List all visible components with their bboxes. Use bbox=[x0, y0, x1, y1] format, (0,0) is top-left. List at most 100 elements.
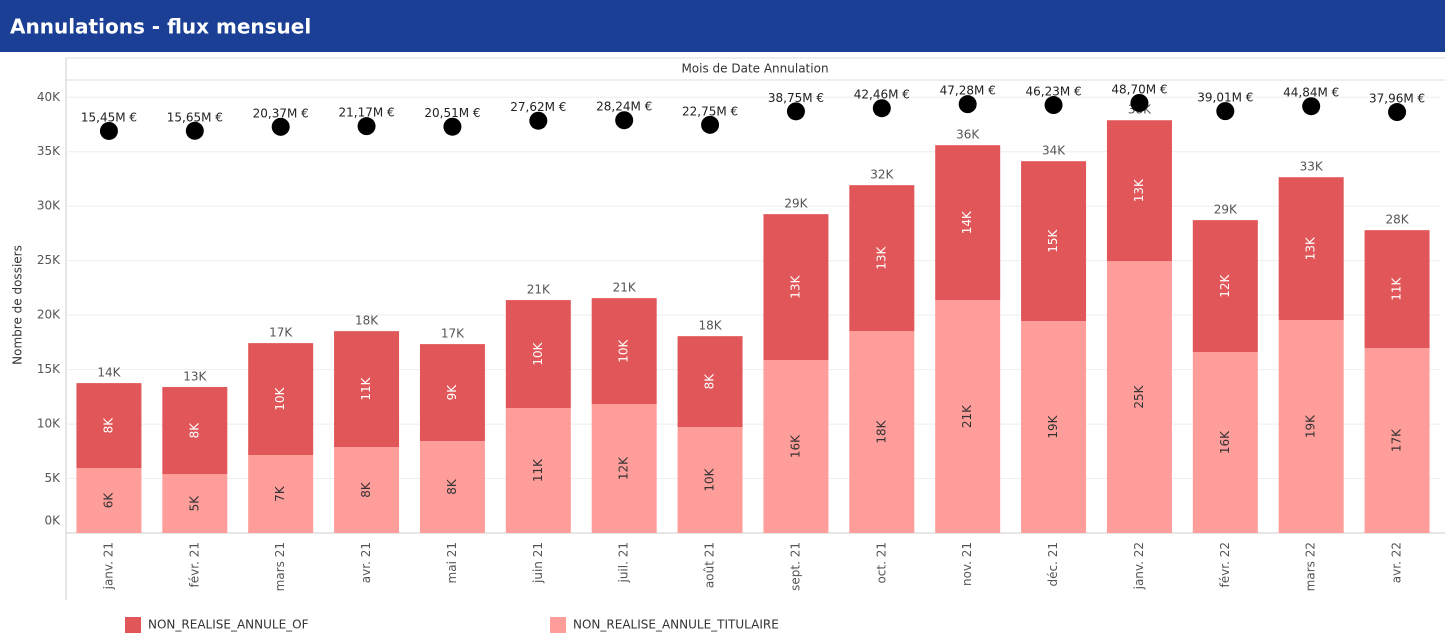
segment-label: 12K bbox=[617, 456, 631, 480]
segment-label: 8K bbox=[359, 481, 373, 498]
segment-label: 13K bbox=[788, 274, 802, 298]
x-tick-label: mars 22 bbox=[1304, 542, 1318, 591]
dot bbox=[872, 99, 891, 118]
segment-label: 16K bbox=[1218, 430, 1232, 454]
total-label: 18K bbox=[698, 319, 722, 333]
segment-label: 10K bbox=[703, 467, 717, 491]
bar-segment bbox=[849, 331, 915, 533]
legend-swatch bbox=[125, 617, 141, 633]
bar-segment bbox=[935, 145, 1001, 301]
bar-segment bbox=[419, 441, 485, 533]
bar-segment bbox=[76, 383, 142, 469]
dot-label: 21,17M € bbox=[338, 106, 394, 120]
dot-label: 44,84M € bbox=[1283, 86, 1339, 100]
segment-label: 10K bbox=[617, 338, 631, 362]
total-label: 21K bbox=[527, 283, 551, 297]
bar-segment bbox=[763, 360, 829, 533]
y-tick-label: 40K bbox=[37, 90, 61, 104]
bar-segment bbox=[677, 336, 743, 428]
bar-segment bbox=[591, 298, 657, 405]
bar-segment bbox=[76, 468, 142, 533]
x-tick-label: déc. 21 bbox=[1046, 542, 1060, 587]
dot bbox=[271, 117, 290, 136]
segment-label: 6K bbox=[101, 492, 115, 509]
dot bbox=[1216, 102, 1235, 121]
segment-label: 7K bbox=[273, 485, 287, 502]
x-tick-label: avr. 21 bbox=[359, 542, 373, 583]
dot bbox=[99, 121, 118, 140]
segment-label: 15K bbox=[1046, 228, 1060, 252]
x-tick-label: mai 21 bbox=[445, 542, 459, 583]
x-tick-label: févr. 21 bbox=[187, 542, 201, 587]
segment-label: 8K bbox=[187, 422, 201, 439]
segment-label: 21K bbox=[960, 404, 974, 428]
segment-label: 13K bbox=[1304, 236, 1318, 260]
bar-segment bbox=[248, 343, 314, 456]
bar-segment bbox=[849, 185, 915, 332]
x-tick-label: oct. 21 bbox=[874, 542, 888, 584]
bar-segment bbox=[677, 427, 743, 533]
dot-label: 28,24M € bbox=[596, 100, 652, 114]
total-label: 28K bbox=[1385, 213, 1409, 227]
dot bbox=[1388, 103, 1407, 122]
dot bbox=[1302, 97, 1321, 116]
x-tick-label: sept. 21 bbox=[788, 542, 802, 591]
segment-label: 8K bbox=[703, 373, 717, 390]
bar-segment bbox=[505, 300, 571, 409]
y-tick-label: 0K bbox=[44, 514, 61, 528]
segment-label: 13K bbox=[1132, 178, 1146, 202]
total-label: 18K bbox=[355, 314, 379, 328]
dot-label: 20,37M € bbox=[253, 106, 309, 120]
bar-segment bbox=[162, 387, 228, 475]
total-label: 33K bbox=[1300, 160, 1324, 174]
segment-label: 5K bbox=[187, 495, 201, 512]
bar-segment bbox=[334, 331, 400, 448]
bar-segment bbox=[1021, 161, 1087, 322]
x-tick-label: janv. 22 bbox=[1132, 542, 1146, 590]
x-tick-label: avr. 22 bbox=[1390, 542, 1404, 583]
segment-label: 19K bbox=[1304, 414, 1318, 438]
y-tick-label: 25K bbox=[37, 253, 61, 267]
bar-segment bbox=[1021, 321, 1087, 533]
dot bbox=[185, 121, 204, 140]
dot-label: 22,75M € bbox=[682, 104, 738, 118]
dot-label: 15,45M € bbox=[81, 110, 137, 124]
segment-label: 13K bbox=[874, 245, 888, 269]
total-label: 29K bbox=[1214, 203, 1238, 217]
segment-label: 9K bbox=[445, 384, 459, 401]
segment-label: 10K bbox=[273, 386, 287, 410]
chart-title: Annulations - flux mensuel bbox=[10, 15, 311, 39]
bar-segment bbox=[1278, 320, 1344, 533]
segment-label: 14K bbox=[960, 210, 974, 234]
header: Mois de Date Annulation bbox=[681, 62, 828, 76]
y-tick-label: 5K bbox=[44, 471, 61, 485]
dot-label: 42,46M € bbox=[854, 88, 910, 102]
x-tick-label: janv. 21 bbox=[101, 542, 115, 590]
y-tick-label: 20K bbox=[37, 308, 61, 322]
total-label: 34K bbox=[1042, 144, 1066, 158]
dot-label: 46,23M € bbox=[1025, 85, 1081, 99]
total-label: 14K bbox=[97, 366, 121, 380]
dot-label: 20,51M € bbox=[424, 106, 480, 120]
segment-label: 12K bbox=[1218, 273, 1232, 297]
bar-segment bbox=[334, 447, 400, 533]
x-tick-label: févr. 22 bbox=[1218, 542, 1232, 587]
bar-segment bbox=[1106, 261, 1172, 533]
segment-label: 11K bbox=[359, 376, 373, 400]
x-tick-label: juil. 21 bbox=[617, 542, 631, 584]
total-label: 29K bbox=[784, 197, 808, 211]
segment-label: 17K bbox=[1390, 428, 1404, 452]
y-tick-label: 35K bbox=[37, 144, 61, 158]
segment-label: 18K bbox=[874, 419, 888, 443]
bar-segment bbox=[248, 455, 314, 533]
dot-label: 48,70M € bbox=[1111, 82, 1167, 96]
legend-label: NON_REALISE_ANNULE_OF bbox=[148, 618, 309, 632]
dot-label: 39,01M € bbox=[1197, 91, 1253, 105]
bar-segment bbox=[1192, 220, 1258, 353]
x-tick-label: août 21 bbox=[703, 542, 717, 588]
bar-segment bbox=[419, 344, 485, 442]
segment-label: 25K bbox=[1132, 384, 1146, 408]
bar-segment bbox=[763, 214, 829, 361]
x-tick-label: mars 21 bbox=[273, 542, 287, 591]
